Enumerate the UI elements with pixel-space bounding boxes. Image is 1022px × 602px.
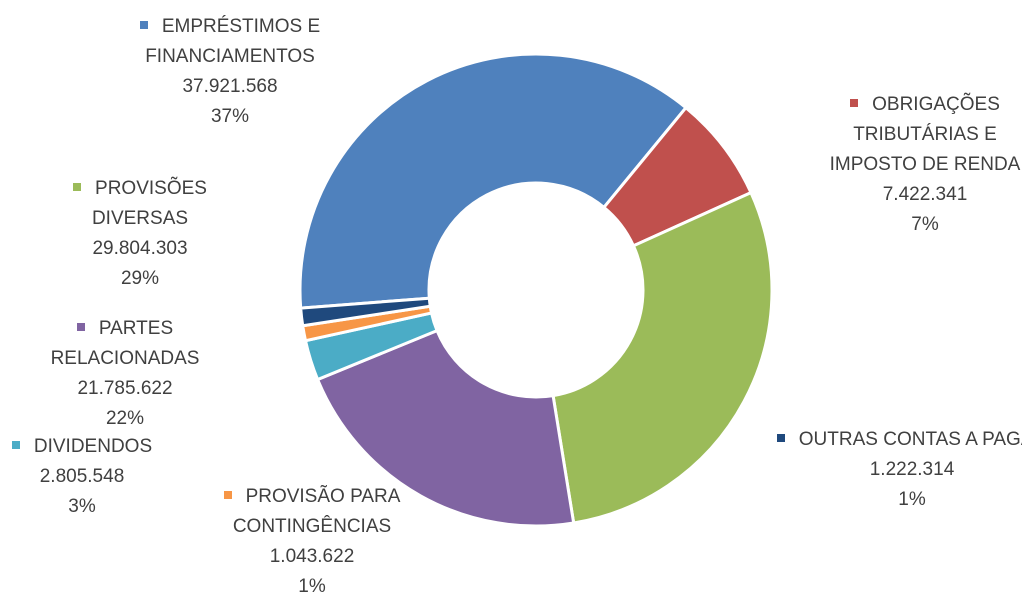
category-name: PROVISÕES DIVERSAS (91, 178, 207, 229)
label-name: DIVIDENDOS (2, 432, 162, 462)
donut-slice (298, 52, 689, 310)
legend-marker (223, 490, 232, 499)
data-label: DIVIDENDOS 2.805.548 3% (2, 432, 162, 522)
label-name: PARTES RELACIONADAS (15, 314, 235, 374)
data-label: PROVISÃO PARA CONTINGÊNCIAS 1.043.622 1% (212, 482, 412, 602)
legend-marker (139, 20, 148, 29)
category-name: PARTES RELACIONADAS (50, 318, 200, 369)
data-label: PARTES RELACIONADAS 21.785.622 22% (15, 314, 235, 434)
label-name: PROVISÃO PARA CONTINGÊNCIAS (212, 482, 412, 542)
category-name: DIVIDENDOS (33, 436, 153, 457)
percent-label: 1% (898, 489, 926, 510)
donut-slice (299, 296, 432, 328)
donut-slice (315, 328, 576, 528)
legend-marker (11, 440, 20, 449)
label-name: OBRIGAÇÕES TRIBUTÁRIAS E IMPOSTO DE REND… (820, 90, 1022, 180)
category-name: EMPRÉSTIMOS E FINANCIAMENTOS (145, 16, 321, 67)
value-label: 7.422.341 (882, 184, 968, 205)
label-name: OUTRAS CONTAS A PAGAR (772, 425, 1022, 455)
value-label: 37.921.568 (182, 76, 278, 97)
percent-label: 1% (298, 576, 326, 597)
percent-label: 37% (210, 106, 250, 127)
value-label: 1.043.622 (269, 546, 355, 567)
category-name: OUTRAS CONTAS A PAGAR (798, 429, 1022, 450)
category-name: PROVISÃO PARA CONTINGÊNCIAS (232, 486, 401, 537)
value-label: 21.785.622 (77, 378, 173, 399)
value-label: 1.222.314 (869, 459, 955, 480)
category-name: OBRIGAÇÕES TRIBUTÁRIAS E IMPOSTO DE REND… (829, 94, 1021, 175)
data-label: EMPRÉSTIMOS E FINANCIAMENTOS 37.921.568 37… (100, 12, 360, 132)
percent-label: 29% (120, 268, 160, 289)
value-label: 29.804.303 (92, 238, 188, 259)
donut-slice (551, 190, 774, 525)
data-label: OBRIGAÇÕES TRIBUTÁRIAS E IMPOSTO DE REND… (820, 90, 1022, 240)
value-label: 2.805.548 (39, 466, 125, 487)
legend-marker (73, 182, 82, 191)
label-name: EMPRÉSTIMOS E FINANCIAMENTOS (100, 12, 360, 72)
label-name: PROVISÕES DIVERSAS (25, 174, 255, 234)
percent-label: 3% (68, 496, 96, 517)
data-label: PROVISÕES DIVERSAS 29.804.303 29% (25, 174, 255, 294)
data-label: OUTRAS CONTAS A PAGAR 1.222.314 1% (772, 425, 1022, 515)
legend-marker (776, 433, 785, 442)
legend-marker (850, 98, 859, 107)
percent-label: 22% (105, 408, 145, 429)
percent-label: 7% (911, 214, 939, 235)
legend-marker (76, 322, 85, 331)
